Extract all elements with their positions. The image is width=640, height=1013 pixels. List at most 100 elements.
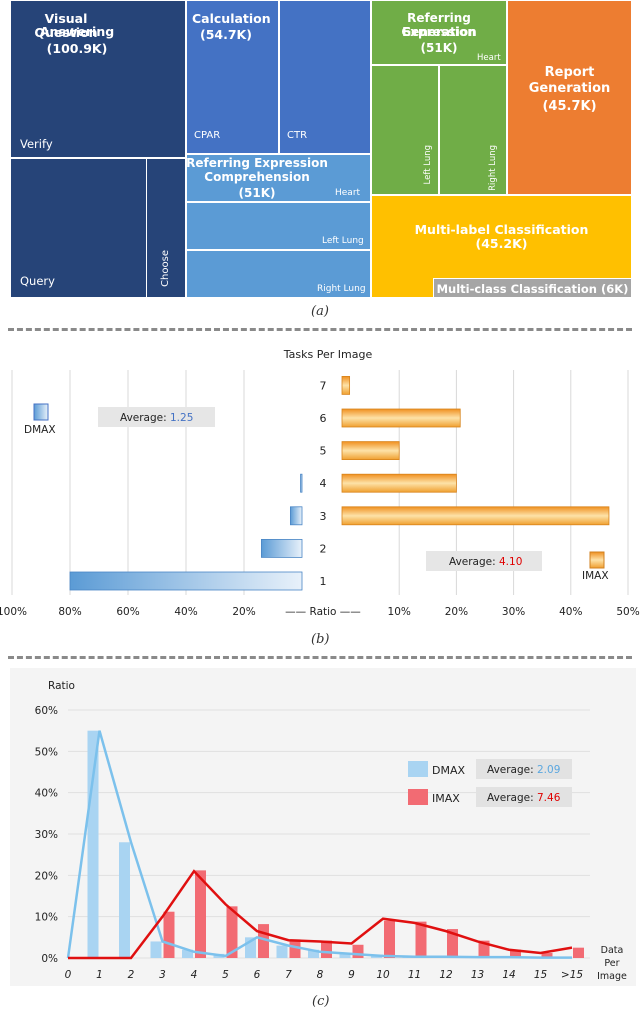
tm-vqa-query [10, 158, 147, 298]
tm-vqa-count: (100.9K) [46, 41, 108, 56]
tm-vqa-title1: Visual Question [34, 11, 98, 40]
dmax-legend-label-c: DMAX [432, 764, 465, 777]
tm-reg-heart [371, 0, 507, 65]
separator-2 [8, 656, 632, 659]
tm-rec-right-lung-label: Right Lung [317, 284, 366, 294]
imax-bar [341, 473, 457, 493]
imax-legend-swatch-c [408, 789, 428, 805]
chart-b-tick-right: 30% [502, 606, 525, 618]
tm-mcc [433, 278, 632, 298]
tm-report-count: (45.7K) [542, 99, 597, 114]
separator-1 [8, 328, 632, 331]
imax-legend-label: IMAX [582, 570, 609, 582]
tm-report-title1: Report [544, 65, 595, 80]
dmax-average-box-c [476, 759, 572, 779]
dmax-legend-swatch [33, 403, 49, 421]
chart-c-ytick: 40% [35, 788, 58, 800]
chart-c-ytick: 30% [35, 829, 58, 841]
chart-b-tick-left: 40% [174, 606, 197, 618]
imax-average-box [426, 551, 542, 571]
chart-b-category-label: 4 [320, 477, 327, 490]
chart-c-xtick: 12 [439, 969, 453, 981]
dmax-bar-c [371, 955, 382, 958]
chart-b-category-label: 3 [320, 510, 327, 523]
chart-c-xtick: 10 [376, 969, 390, 981]
chart-b-category-label: 2 [320, 542, 327, 555]
chart-b-center-label: —— Ratio —— [285, 606, 361, 618]
chart-c-xtick: 14 [502, 969, 515, 981]
chart-c-xtick: 2 [128, 969, 135, 981]
imax-bar-c [226, 906, 238, 958]
tm-rec-heart [186, 154, 371, 202]
chart-b-category-label: 6 [320, 412, 327, 425]
chart-c-xtick: 4 [191, 969, 198, 981]
chart-b-tick-left: 100% [0, 606, 27, 618]
tm-rec-title1: Referring Expression [186, 156, 328, 170]
imax-average-text-c: Average: 7.46 [487, 792, 561, 804]
tm-reg-title1: Referring Expression [402, 11, 476, 39]
imax-bar [341, 506, 610, 526]
tm-vqa: Visual Question [10, 0, 186, 158]
imax-bar-c [541, 953, 553, 958]
imax-bar-c [258, 924, 269, 958]
chart-c-xtick: 0 [65, 969, 72, 981]
chart-c-xtick: 7 [285, 969, 292, 981]
imax-legend-swatch [589, 551, 605, 569]
chart-b-category-label: 7 [320, 379, 327, 392]
tm-rec-left-lung-label: Left Lung [322, 236, 364, 246]
tm-calc-title: Calculation [192, 11, 271, 26]
imax-line [68, 869, 573, 960]
tm-reg-heart-label: Heart [477, 53, 501, 63]
imax-bar-c [510, 949, 521, 958]
chart-c-xtick: 15 [534, 969, 548, 981]
dmax-legend-swatch-c [408, 761, 428, 777]
chart-c-xtick: >15 [561, 969, 583, 981]
dmax-bar-c [245, 937, 256, 958]
imax-bar-c [321, 940, 332, 958]
chart-c-xtick: 8 [317, 969, 324, 981]
imax-bar-c [163, 911, 175, 958]
tm-rec-heart-label: Heart [335, 188, 361, 198]
dmax-bar-c [339, 953, 351, 958]
chart-c-ytick: 0% [41, 953, 58, 965]
imax-bar-c [573, 947, 584, 958]
imax-bar-c [478, 940, 490, 958]
dmax-line [66, 730, 572, 959]
tm-calc-ctr [279, 0, 371, 154]
tm-calc-cpar [186, 0, 279, 154]
chart-b-category-label: 5 [320, 445, 327, 458]
dmax-average-text-c: Average: 2.09 [487, 764, 560, 776]
tasks-per-image-chart: Tasks Per Image 1 2 3 4 5 6 7 100% 80% 60% 40% 20%… [0, 348, 640, 618]
dmax-bar-c [308, 949, 319, 958]
tm-report-title2: Generation [528, 81, 611, 96]
imax-bar-c [352, 944, 364, 958]
tm-rec-count: (51K) [238, 186, 276, 200]
caption-c: (c) [312, 994, 330, 1009]
chart-c-xtick: 6 [254, 969, 261, 981]
chart-c-xtick: 13 [471, 969, 484, 981]
dmax-bar-c [150, 941, 162, 958]
chart-c-xtick: 11 [408, 969, 421, 981]
imax-bar-c [289, 939, 301, 958]
tm-rec-title2: Comprehension [204, 170, 310, 184]
dmax-bar [260, 538, 303, 558]
tm-vqa-choose-label: Choose [160, 250, 171, 287]
tm-rec-left-lung [186, 202, 371, 250]
data-per-image-chart: Ratio 0%10%20%30%40%50%60%0 1 2 3 4 5 6 7 8 9 10 11… [10, 668, 636, 986]
imax-average-box-c [476, 787, 572, 807]
imax-bar [341, 408, 461, 428]
imax-bar-c [447, 929, 458, 958]
dmax-bar-c [87, 730, 99, 958]
imax-legend-label-c: IMAX [432, 792, 460, 805]
imax-average-text: Average: 4.10 [449, 556, 522, 568]
caption-a: (a) [311, 304, 329, 319]
chart-b-tick-right: 20% [445, 606, 468, 618]
imax-bar [341, 441, 400, 460]
dmax-bar-c [119, 842, 130, 958]
chart-c-ytick: 60% [35, 705, 58, 717]
chart-b-category-label: 1 [320, 575, 327, 588]
chart-b-title: Tasks Per Image [283, 348, 373, 361]
dmax-average-box [98, 407, 215, 427]
chart-b-tick-right: 10% [388, 606, 411, 618]
chart-b-tick-right: 40% [559, 606, 582, 618]
